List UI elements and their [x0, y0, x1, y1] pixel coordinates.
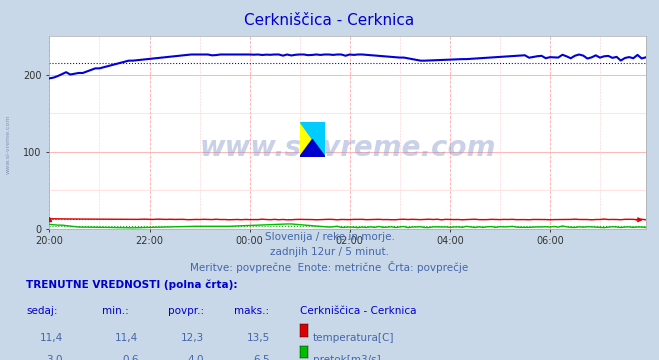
- Polygon shape: [300, 122, 325, 157]
- Text: 11,4: 11,4: [115, 333, 138, 343]
- Text: TRENUTNE VREDNOSTI (polna črta):: TRENUTNE VREDNOSTI (polna črta):: [26, 279, 238, 289]
- Text: Slovenija / reke in morje.: Slovenija / reke in morje.: [264, 232, 395, 242]
- Text: maks.:: maks.:: [234, 306, 269, 316]
- Text: Cerkniščica - Cerknica: Cerkniščica - Cerknica: [244, 13, 415, 28]
- Text: 0,6: 0,6: [122, 355, 138, 360]
- Text: Meritve: povprečne  Enote: metrične  Črta: povprečje: Meritve: povprečne Enote: metrične Črta:…: [190, 261, 469, 273]
- Text: pretok[m3/s]: pretok[m3/s]: [313, 355, 381, 360]
- Text: min.:: min.:: [102, 306, 129, 316]
- Text: temperatura[C]: temperatura[C]: [313, 333, 395, 343]
- Text: povpr.:: povpr.:: [168, 306, 204, 316]
- Text: 13,5: 13,5: [247, 333, 270, 343]
- Text: sedaj:: sedaj:: [26, 306, 58, 316]
- Text: 3,0: 3,0: [46, 355, 63, 360]
- Text: 12,3: 12,3: [181, 333, 204, 343]
- Text: 11,4: 11,4: [40, 333, 63, 343]
- Polygon shape: [300, 122, 325, 157]
- Text: www.si-vreme.com: www.si-vreme.com: [5, 114, 11, 174]
- Text: www.si-vreme.com: www.si-vreme.com: [200, 134, 496, 162]
- Polygon shape: [300, 140, 325, 157]
- Text: 6,5: 6,5: [254, 355, 270, 360]
- Text: Cerkniščica - Cerknica: Cerkniščica - Cerknica: [300, 306, 416, 316]
- Text: zadnjih 12ur / 5 minut.: zadnjih 12ur / 5 minut.: [270, 247, 389, 257]
- Text: 4,0: 4,0: [188, 355, 204, 360]
